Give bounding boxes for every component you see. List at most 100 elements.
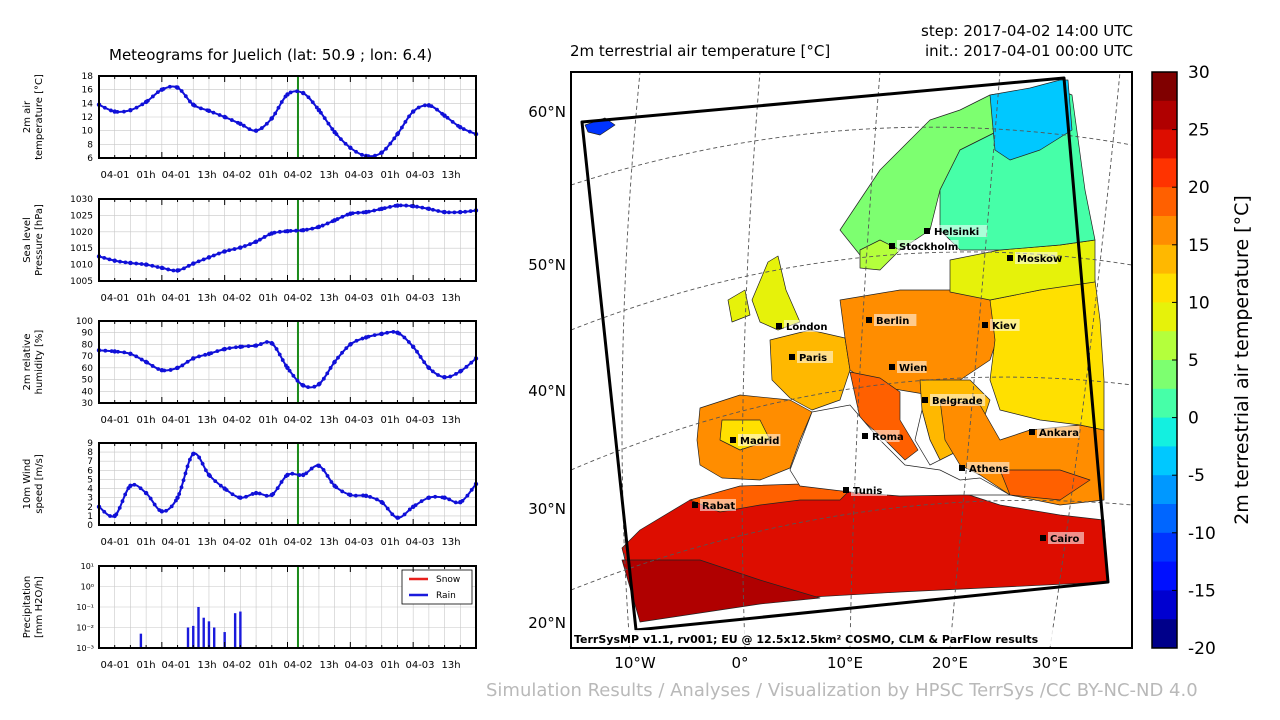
y-axis-label: Pressure [hPa]	[34, 204, 45, 276]
y-axis-label: Sea level	[22, 217, 33, 263]
city-label: London	[786, 322, 828, 333]
data-point	[306, 95, 311, 100]
colorbar-tick-label: -5	[1188, 466, 1205, 486]
y-tick-label: 40	[82, 387, 94, 397]
data-point	[196, 259, 201, 264]
graticule-line	[741, 71, 761, 649]
data-point	[385, 506, 390, 511]
colorbar-segment	[1152, 129, 1177, 159]
data-point	[395, 203, 400, 208]
x-tick-label: 13h	[319, 170, 338, 181]
city-marker	[866, 317, 872, 323]
data-point	[152, 502, 157, 507]
data-point	[426, 365, 432, 371]
data-point	[222, 249, 227, 254]
data-point	[155, 90, 160, 95]
data-point	[433, 494, 438, 499]
data-point	[109, 108, 113, 113]
data-point	[442, 375, 447, 380]
data-point	[143, 99, 149, 105]
data-point	[328, 366, 333, 370]
data-point	[262, 235, 267, 239]
data-point	[344, 346, 349, 350]
data-point	[354, 149, 358, 154]
x-tick-label: 04-01	[100, 537, 129, 548]
y-tick-label: 30	[82, 399, 94, 409]
data-point	[186, 263, 191, 268]
data-point	[257, 491, 262, 496]
data-point	[452, 210, 457, 215]
data-point	[248, 242, 252, 247]
data-point	[301, 383, 306, 388]
legend-label: Rain	[436, 591, 456, 601]
x-tick-label: 04-02	[222, 415, 251, 426]
x-tick-label: 13h	[197, 293, 216, 304]
data-point	[150, 94, 155, 99]
data-point	[410, 109, 416, 114]
precip-bar	[139, 633, 143, 648]
data-point	[269, 492, 274, 498]
x-tick-label: 04-03	[405, 293, 434, 304]
city-tunis: Tunis	[843, 484, 887, 497]
colorbar-tick-label: 15	[1188, 236, 1210, 256]
data-point	[227, 346, 232, 351]
data-point	[215, 349, 220, 354]
colorbar-segment	[1152, 158, 1177, 188]
data-point	[206, 255, 212, 260]
data-point	[326, 121, 331, 126]
city-label-bg	[874, 314, 917, 326]
credit-line: Simulation Results / Analyses / Visualiz…	[486, 680, 1198, 701]
data-point	[407, 114, 411, 119]
colorbar-segment	[1152, 72, 1177, 102]
data-point	[185, 359, 190, 364]
x-tick-label: 04-02	[283, 537, 312, 548]
data-point	[329, 480, 334, 484]
city-marker	[1029, 429, 1035, 435]
data-point	[206, 108, 212, 114]
colorbar-segment	[1152, 504, 1177, 534]
precip-bar	[202, 617, 205, 648]
data-point	[222, 114, 227, 120]
lat-label: 40°N	[528, 382, 566, 400]
data-point	[469, 487, 474, 492]
city-label-bg	[851, 484, 887, 496]
lat-label: 30°N	[528, 500, 566, 518]
data-point	[379, 500, 384, 505]
data-point	[288, 90, 293, 95]
step-label: step: 2017-04-02 14:00 UTC	[921, 22, 1133, 40]
data-point	[336, 355, 340, 360]
data-point	[187, 457, 192, 462]
x-tick-label: 04-01	[161, 415, 190, 426]
data-point	[301, 90, 306, 96]
y-tick-label: 5	[87, 475, 93, 485]
data-point	[238, 495, 243, 500]
data-point	[442, 209, 447, 215]
x-tick-label: 04-01	[100, 660, 129, 671]
city-label: Madrid	[740, 436, 779, 447]
lon-label: 0°	[731, 654, 748, 672]
y-tick-label: 18	[82, 72, 94, 82]
city-label-bg	[738, 434, 781, 446]
x-tick-label: 01h	[258, 537, 277, 548]
data-point	[410, 204, 416, 209]
colorbar-segment	[1152, 475, 1177, 505]
x-tick-label: 04-01	[161, 293, 190, 304]
x-tick-label: 01h	[136, 537, 155, 548]
land-region	[727, 289, 751, 323]
x-tick-label: 04-02	[283, 660, 312, 671]
data-point	[445, 115, 450, 120]
y-tick-label: 7	[87, 457, 93, 467]
x-tick-label: 01h	[136, 415, 155, 426]
data-point	[384, 146, 388, 151]
data-point	[128, 351, 133, 356]
data-point	[304, 227, 309, 232]
data-point	[279, 480, 284, 484]
map-caption: TerrSysMP v1.1, rv001; EU @ 12.5x12.5km²…	[574, 633, 1039, 646]
y-tick-label: 1015	[70, 244, 93, 254]
graticule-line	[1049, 71, 1121, 649]
data-point	[107, 257, 112, 262]
data-point	[103, 348, 108, 353]
x-tick-label: 01h	[380, 537, 399, 548]
x-tick-label: 13h	[441, 660, 460, 671]
